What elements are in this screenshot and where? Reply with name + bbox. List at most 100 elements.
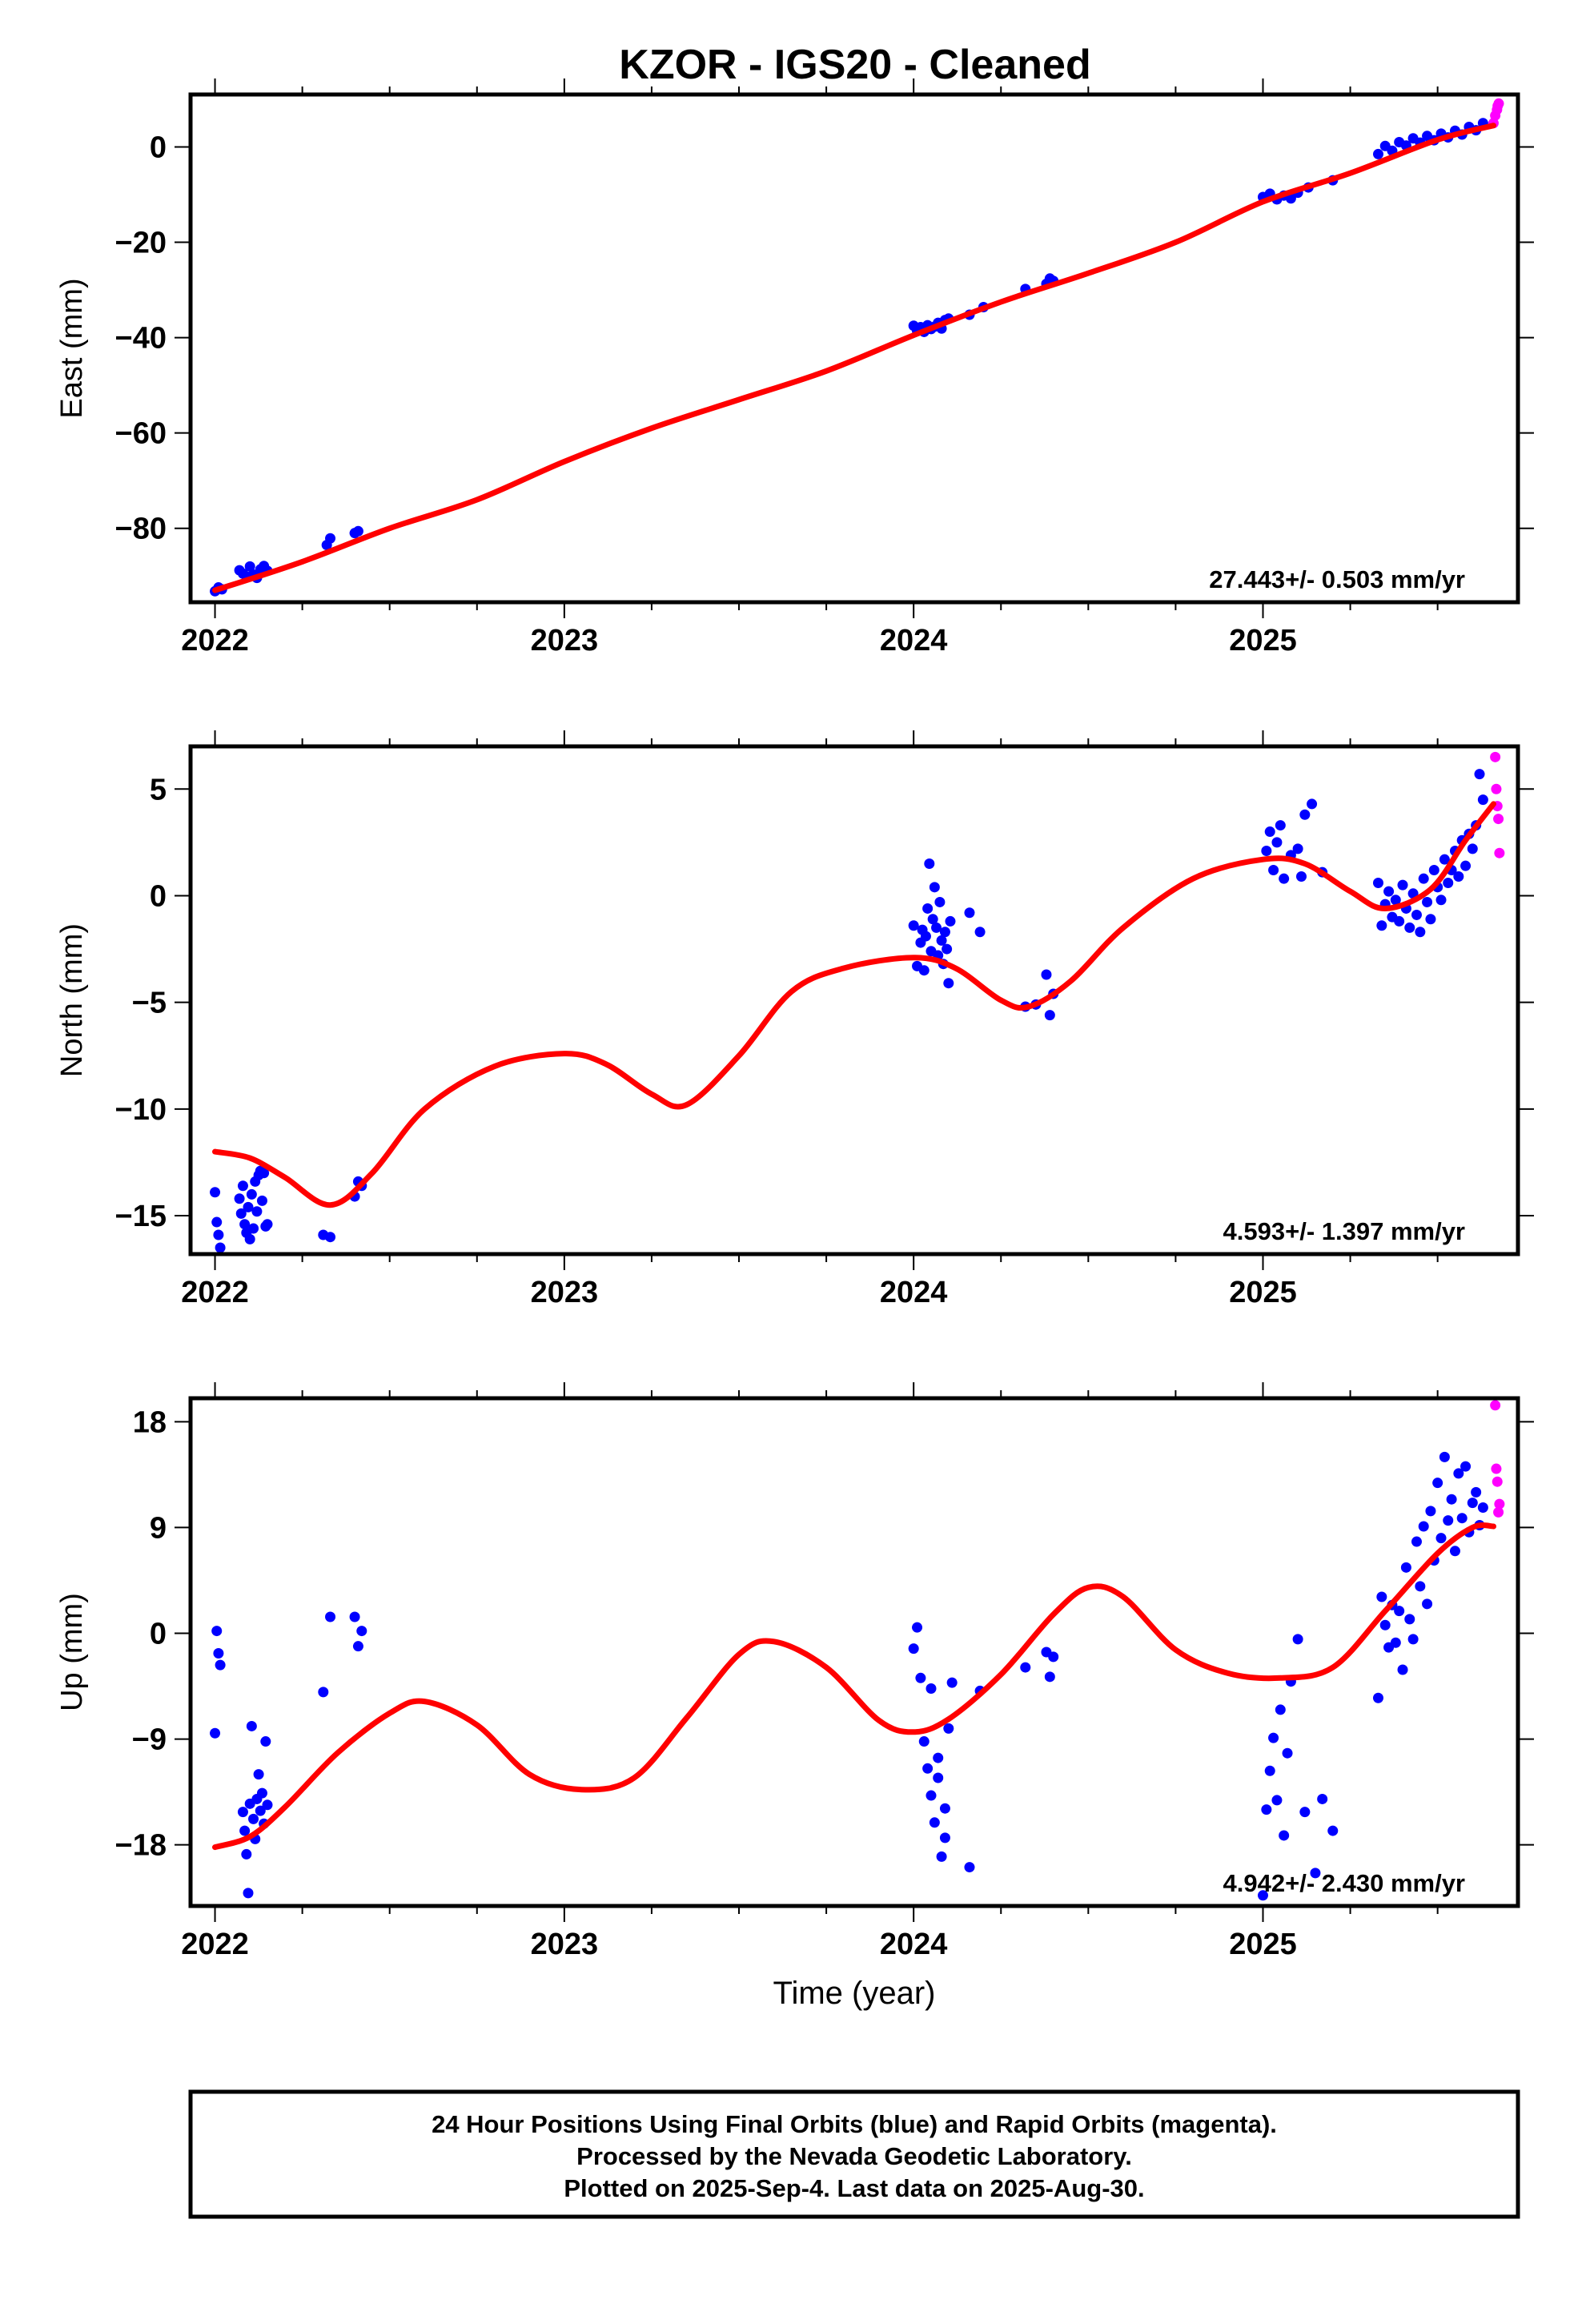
up-final-point (1372, 1692, 1383, 1703)
up-rapid-point (1492, 1476, 1503, 1487)
east-final-point (325, 533, 336, 544)
north-rapid-point (1494, 847, 1505, 858)
up-final-point (1432, 1478, 1443, 1489)
up-rapid-point (1494, 1498, 1505, 1510)
up-x-axis-label: Time (year) (773, 1976, 936, 2011)
up-final-point (964, 1862, 975, 1873)
up-final-point (1404, 1614, 1415, 1625)
up-final-point (1435, 1533, 1447, 1544)
up-panel: 2022 2023 2024 2025 18 9 0 −9 −18 Up (mm) Time (ye… (55, 1382, 1534, 2011)
east-y-tick-label: −20 (115, 227, 167, 260)
north-y-tick-label: 5 (150, 773, 167, 806)
north-model-curve (212, 801, 1496, 1208)
east-x-tick-label: 2025 (1229, 624, 1297, 657)
up-final-point (1261, 1804, 1272, 1815)
north-final-point (1435, 895, 1447, 906)
north-final-point (1404, 922, 1415, 933)
panels: 2022 2023 2024 2025 0 −20 −40 −60 −80 East (mm) 27… (55, 78, 1534, 2011)
up-final-point (1467, 1498, 1478, 1509)
up-final-point (1379, 1619, 1391, 1630)
up-final-point (1415, 1581, 1426, 1592)
up-final-point (352, 1641, 363, 1652)
up-final-point (1264, 1765, 1275, 1776)
north-final-point (943, 978, 954, 989)
east-y-tick-label: −40 (115, 322, 167, 356)
up-model-curve (212, 1522, 1496, 1851)
north-final-point (210, 1187, 221, 1198)
north-final-point (211, 1216, 223, 1228)
up-final-point (1292, 1634, 1303, 1645)
north-final-point (934, 896, 946, 907)
up-final-point (1443, 1515, 1454, 1526)
north-final-point (1390, 895, 1401, 906)
north-final-point (1376, 920, 1387, 931)
north-final-point (1271, 837, 1283, 848)
north-y-tick-label: −5 (132, 987, 167, 1020)
up-rate-label: 4.942+/- 2.430 mm/yr (1223, 1869, 1465, 1897)
north-final-point (1292, 843, 1303, 854)
north-final-point (213, 1229, 224, 1240)
east-final-point (1372, 148, 1383, 159)
north-y-axis-label: North (mm) (55, 923, 89, 1077)
north-final-point (215, 1242, 226, 1253)
up-final-point (1471, 1486, 1482, 1498)
up-final-point (1390, 1637, 1401, 1648)
north-final-point (1453, 870, 1464, 882)
north-plot-area (210, 751, 1505, 1253)
up-final-point (241, 1848, 252, 1860)
north-final-point (251, 1206, 263, 1217)
up-y-tick-label: 9 (150, 1511, 167, 1545)
north-x-tick-label: 2025 (1229, 1276, 1297, 1309)
up-final-point (1411, 1536, 1422, 1547)
up-final-point (1477, 1502, 1488, 1513)
north-final-point (246, 1188, 257, 1200)
up-final-point (933, 1772, 944, 1783)
up-final-point (1422, 1598, 1433, 1610)
up-final-point (1418, 1521, 1429, 1532)
north-final-point (1460, 860, 1472, 871)
up-final-point (1327, 1825, 1339, 1836)
up-plot-frame (188, 1396, 1520, 1908)
north-final-point (256, 1195, 267, 1206)
north-final-point (235, 1208, 247, 1219)
up-final-point (939, 1832, 950, 1844)
north-final-point (248, 1223, 259, 1234)
up-final-point (946, 1677, 958, 1688)
north-x-tick-label: 2024 (880, 1276, 948, 1309)
east-y-axis-label: East (mm) (55, 278, 89, 418)
east-rapid-point (1493, 98, 1504, 109)
up-final-point (1449, 1546, 1460, 1557)
up-final-point (356, 1626, 367, 1637)
north-final-point (262, 1219, 273, 1230)
north-x-tick-label: 2022 (181, 1276, 249, 1309)
north-final-point (1264, 826, 1275, 838)
north-final-point (1383, 886, 1395, 897)
up-y-tick-label: −9 (132, 1723, 167, 1757)
up-y-tick-label: 0 (150, 1618, 167, 1651)
east-rate-label: 27.443+/- 0.503 mm/yr (1209, 565, 1465, 593)
up-final-point (1271, 1795, 1283, 1806)
up-final-point (1456, 1513, 1468, 1524)
up-final-point (1446, 1494, 1457, 1505)
up-final-point (922, 1763, 934, 1774)
up-y-axis-label: Up (mm) (55, 1593, 89, 1711)
footer-line-3: Plotted on 2025-Sep-4. Last data on 2025… (564, 2174, 1144, 2202)
north-final-point (1428, 865, 1439, 876)
north-final-point (1425, 914, 1436, 925)
up-final-point (1425, 1506, 1436, 1517)
footer-frame (188, 2089, 1520, 2219)
up-final-point (1020, 1662, 1031, 1673)
up-final-point (246, 1720, 257, 1731)
north-final-point (924, 858, 935, 870)
north-final-point (1467, 843, 1478, 854)
east-x-tick-label: 2023 (531, 624, 599, 657)
north-final-point (918, 965, 930, 976)
up-final-point (210, 1727, 221, 1739)
north-rapid-point (1490, 751, 1501, 762)
east-y-tick-label: −80 (115, 513, 167, 546)
north-final-point (244, 1233, 255, 1244)
north-final-point (1041, 969, 1052, 980)
north-final-point (234, 1193, 245, 1204)
up-final-point (237, 1807, 248, 1818)
north-final-point (1279, 873, 1290, 884)
